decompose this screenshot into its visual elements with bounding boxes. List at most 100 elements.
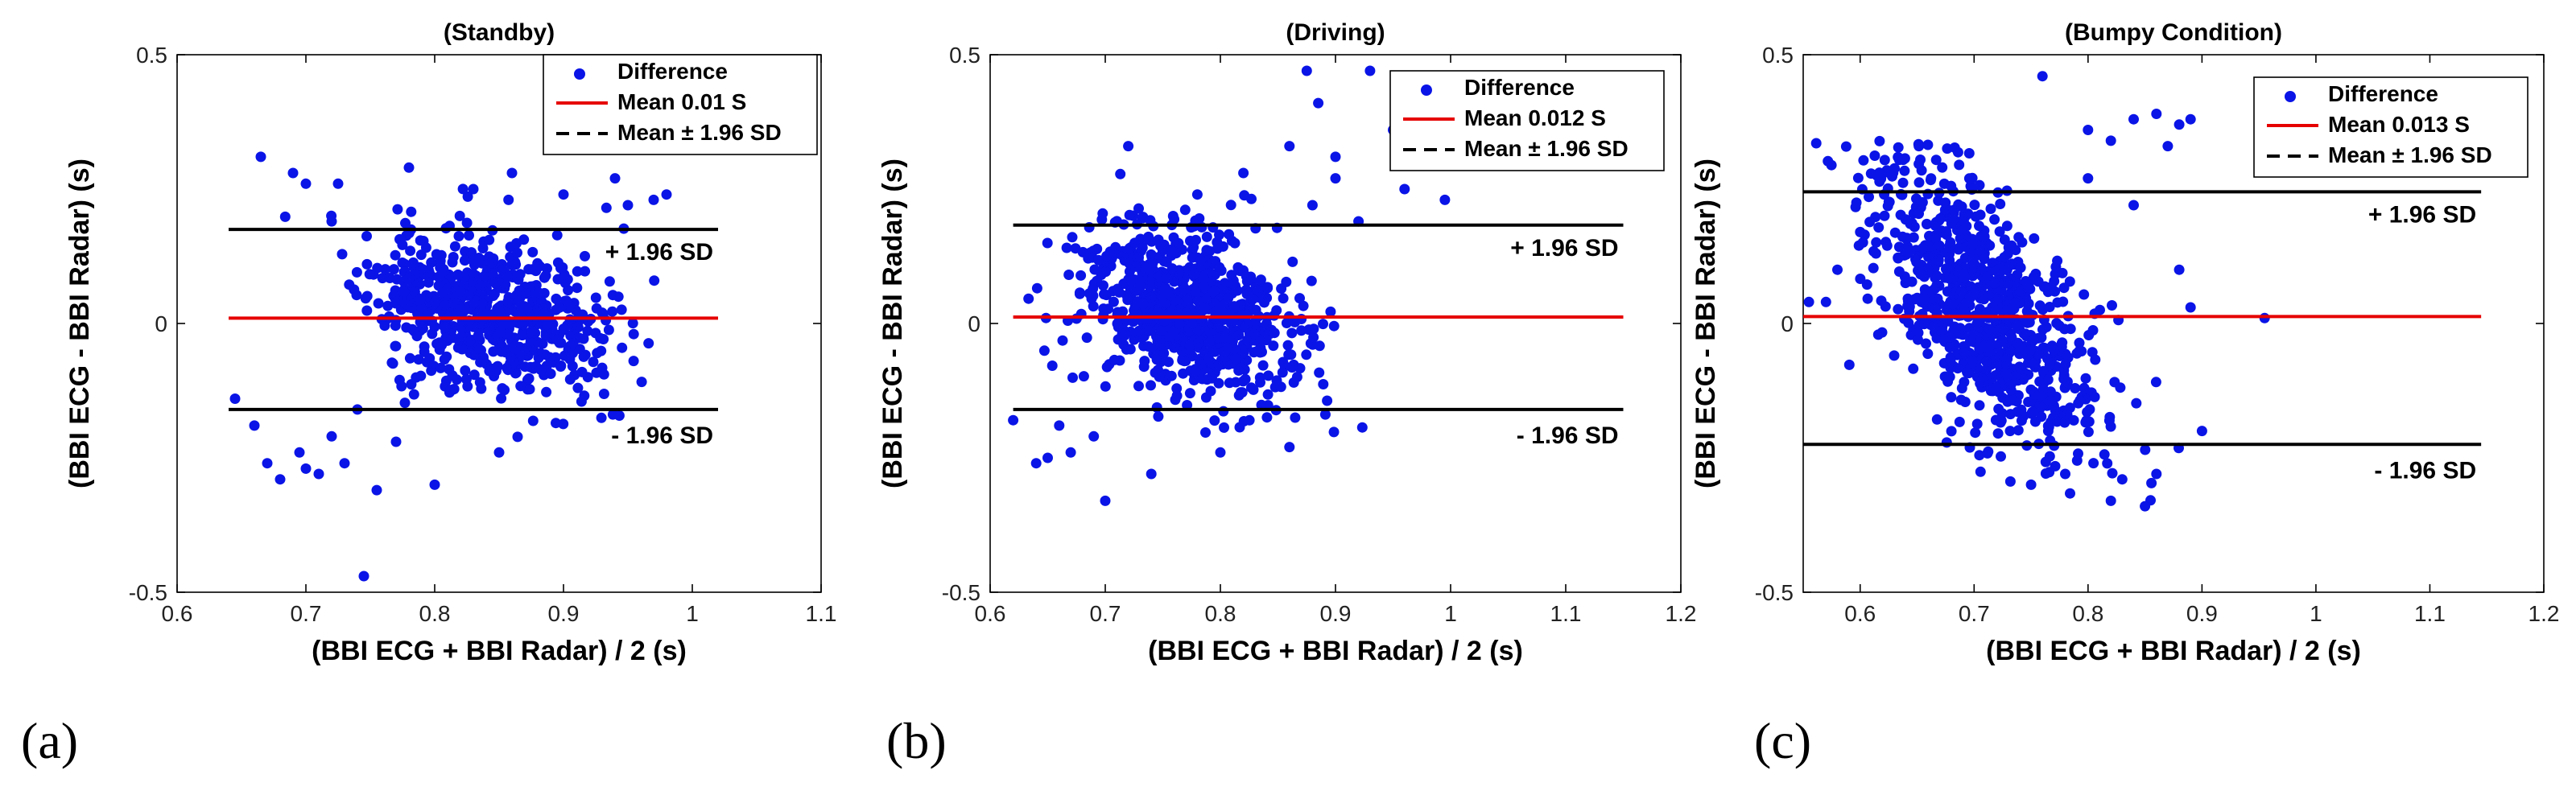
panel-b-driving: 0.6 0.7 0.8 0.9 1 1.1 1.2 -0.5 0 0.5 (Driving) (BBI… bbox=[877, 19, 1696, 666]
difference-point bbox=[1205, 385, 1216, 397]
difference-point bbox=[493, 447, 505, 458]
difference-point bbox=[371, 484, 382, 496]
difference-point bbox=[2006, 240, 2017, 251]
difference-point bbox=[423, 277, 434, 288]
difference-point bbox=[1945, 353, 1956, 365]
difference-point bbox=[1255, 377, 1265, 388]
difference-point bbox=[2140, 444, 2151, 455]
difference-point bbox=[409, 286, 420, 297]
difference-point bbox=[603, 324, 614, 336]
difference-point bbox=[380, 264, 391, 275]
difference-point bbox=[1225, 200, 1236, 211]
difference-point bbox=[416, 303, 427, 314]
difference-point bbox=[2089, 391, 2100, 402]
difference-point bbox=[2013, 425, 2024, 436]
difference-point bbox=[1820, 296, 1831, 307]
difference-point bbox=[2016, 404, 2027, 415]
difference-point bbox=[504, 318, 514, 329]
difference-point bbox=[1843, 359, 1855, 370]
difference-point bbox=[1959, 347, 1970, 357]
difference-points bbox=[229, 151, 672, 582]
difference-point bbox=[1198, 282, 1209, 292]
difference-point bbox=[494, 306, 506, 317]
difference-point bbox=[2174, 119, 2185, 130]
y-tick-label: -0.5 bbox=[1755, 580, 1794, 605]
difference-point bbox=[1851, 197, 1862, 208]
difference-point bbox=[555, 360, 567, 371]
difference-point bbox=[2014, 361, 2025, 373]
difference-point bbox=[2027, 406, 2038, 418]
difference-point bbox=[2045, 395, 2055, 406]
legend-entry: Mean ± 1.96 SD bbox=[617, 120, 782, 145]
difference-point bbox=[1241, 270, 1252, 282]
difference-point bbox=[535, 365, 547, 375]
difference-point bbox=[2082, 406, 2093, 418]
difference-point bbox=[2058, 282, 2070, 294]
difference-point bbox=[1233, 330, 1245, 340]
difference-point bbox=[1121, 344, 1132, 355]
difference-point bbox=[1164, 331, 1175, 342]
difference-point bbox=[1067, 232, 1078, 243]
difference-point bbox=[1199, 301, 1210, 312]
legend-entry: Mean 0.013 S bbox=[2328, 112, 2470, 137]
difference-point bbox=[1133, 252, 1144, 263]
difference-point bbox=[604, 276, 615, 287]
difference-point bbox=[1153, 411, 1164, 422]
difference-point bbox=[572, 322, 584, 333]
chart-title: (Bumpy Condition) bbox=[2065, 19, 2282, 46]
difference-point bbox=[1318, 379, 1329, 389]
difference-point bbox=[1918, 294, 1928, 305]
difference-point bbox=[1913, 177, 1925, 188]
difference-point bbox=[358, 571, 369, 582]
difference-point bbox=[279, 211, 291, 222]
difference-point bbox=[1974, 450, 1985, 461]
difference-point bbox=[436, 340, 448, 351]
x-tick-label: 0.6 bbox=[1844, 601, 1876, 626]
difference-point bbox=[1879, 210, 1890, 221]
x-tick-label: 0.7 bbox=[1959, 601, 1990, 626]
difference-point bbox=[456, 344, 468, 355]
y-tick-label: 0 bbox=[1781, 311, 1794, 336]
difference-point bbox=[487, 269, 498, 280]
difference-point bbox=[1942, 376, 1954, 387]
difference-point bbox=[1201, 231, 1212, 242]
difference-point bbox=[1203, 353, 1214, 365]
difference-point bbox=[582, 325, 593, 336]
difference-point bbox=[384, 273, 395, 283]
difference-point bbox=[2005, 385, 2017, 396]
difference-point bbox=[1981, 356, 1992, 367]
difference-point bbox=[1322, 395, 1333, 406]
difference-point bbox=[1220, 346, 1231, 357]
difference-point bbox=[361, 258, 373, 270]
difference-point bbox=[1989, 278, 2000, 289]
difference-point bbox=[2102, 458, 2113, 469]
x-tick-label: 1.2 bbox=[2529, 601, 2560, 626]
difference-point bbox=[449, 241, 460, 252]
difference-point bbox=[413, 354, 424, 365]
difference-point bbox=[2146, 477, 2157, 488]
difference-point bbox=[429, 297, 440, 308]
difference-point bbox=[1921, 338, 1931, 349]
difference-point bbox=[595, 332, 606, 344]
difference-point bbox=[1235, 387, 1246, 398]
difference-point bbox=[377, 273, 388, 284]
difference-point bbox=[1099, 289, 1109, 300]
difference-point bbox=[1939, 204, 1951, 216]
difference-point bbox=[551, 229, 563, 241]
difference-point bbox=[1930, 154, 1942, 166]
difference-point bbox=[2049, 276, 2060, 286]
difference-point bbox=[1306, 275, 1317, 286]
difference-point bbox=[390, 436, 402, 447]
x-tick-label: 0.9 bbox=[548, 601, 580, 626]
difference-point bbox=[406, 379, 417, 390]
difference-point bbox=[1897, 177, 1909, 188]
difference-point bbox=[1974, 179, 1985, 191]
difference-point bbox=[1063, 270, 1075, 280]
difference-point bbox=[1188, 375, 1199, 385]
difference-point bbox=[2004, 426, 2016, 437]
difference-point bbox=[1908, 232, 1919, 243]
difference-point bbox=[568, 337, 579, 348]
difference-point bbox=[522, 303, 533, 314]
difference-point bbox=[2011, 319, 2022, 331]
